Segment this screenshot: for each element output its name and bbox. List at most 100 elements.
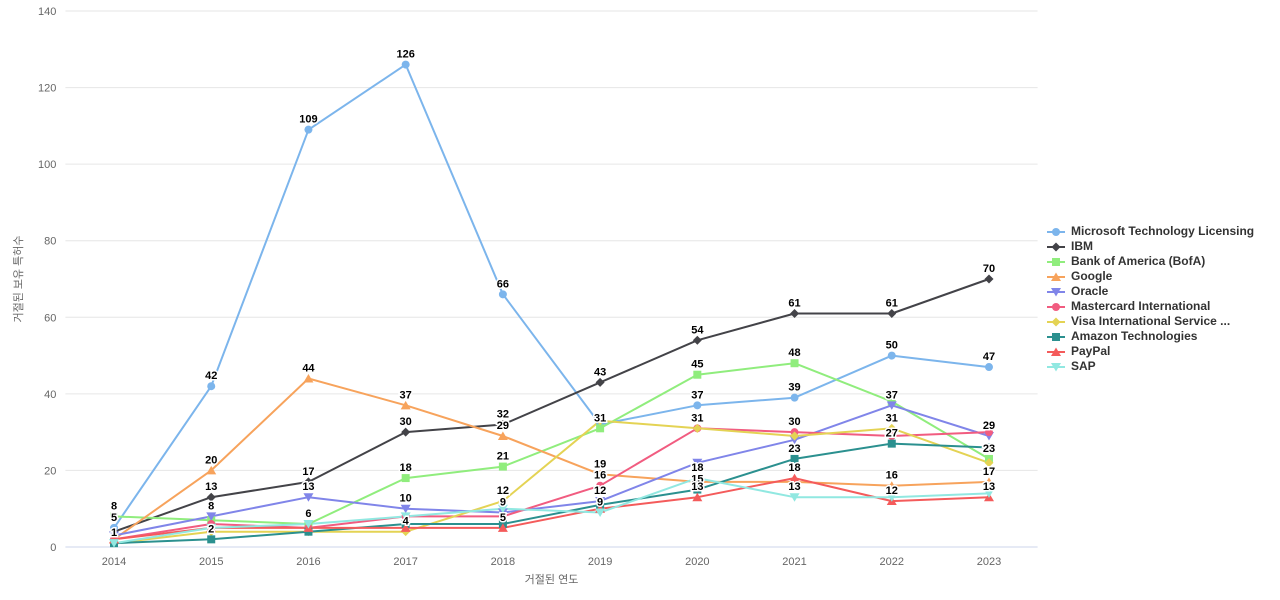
- data-point[interactable]: [400, 512, 411, 521]
- legend-item-oracle[interactable]: Oracle: [1046, 284, 1254, 299]
- series-line: [113, 477, 990, 545]
- legend-item-visa-international-service[interactable]: Visa International Service ...: [1046, 314, 1254, 329]
- data-point[interactable]: [206, 465, 217, 475]
- data-point[interactable]: [110, 512, 119, 521]
- legend-item-mastercard-international[interactable]: Mastercard International: [1046, 299, 1254, 314]
- data-point[interactable]: [790, 359, 799, 368]
- data-point[interactable]: [497, 523, 508, 532]
- data-point[interactable]: [596, 481, 605, 490]
- data-point[interactable]: [887, 351, 896, 360]
- legend-item-amazon-technologies[interactable]: Amazon Technologies: [1046, 329, 1254, 344]
- data-point[interactable]: [886, 401, 897, 410]
- data-point[interactable]: [401, 60, 410, 69]
- data-point[interactable]: [596, 424, 605, 433]
- data-label: 20: [205, 454, 217, 466]
- data-label: 42: [205, 370, 217, 382]
- data-point[interactable]: [595, 508, 606, 518]
- data-point[interactable]: [497, 504, 508, 514]
- data-point[interactable]: [790, 393, 799, 402]
- legend-item-paypal[interactable]: PayPal: [1046, 344, 1254, 359]
- legend-item-bank-of-america-bofa[interactable]: Bank of America (BofA): [1046, 254, 1254, 269]
- data-point[interactable]: [790, 308, 800, 318]
- data-point[interactable]: [303, 493, 314, 502]
- legend-label: Mastercard International: [1071, 299, 1211, 313]
- data-label: 37: [886, 389, 898, 401]
- x-tick-label: 2020: [685, 556, 709, 568]
- x-tick-label: 2019: [588, 556, 612, 568]
- data-point[interactable]: [498, 512, 507, 521]
- diamond-legend-marker-icon: [1047, 317, 1065, 326]
- data-point[interactable]: [983, 489, 994, 498]
- legend-item-google[interactable]: Google: [1046, 269, 1254, 284]
- data-point[interactable]: [400, 523, 411, 532]
- data-label: 5: [500, 512, 506, 524]
- data-point[interactable]: [498, 290, 507, 299]
- y-tick-label: 20: [44, 465, 56, 477]
- data-label: 16: [594, 470, 606, 482]
- y-tick-label: 60: [44, 312, 56, 324]
- data-point[interactable]: [595, 416, 605, 426]
- data-point[interactable]: [692, 335, 702, 345]
- data-point[interactable]: [692, 474, 703, 483]
- data-point[interactable]: [595, 469, 606, 479]
- data-label: 70: [983, 263, 995, 275]
- data-point[interactable]: [304, 125, 313, 134]
- data-point[interactable]: [984, 458, 994, 468]
- data-point[interactable]: [984, 274, 994, 284]
- legend-item-sap[interactable]: SAP: [1046, 359, 1254, 374]
- triangle-legend-marker-icon: [1047, 272, 1065, 281]
- data-point[interactable]: [789, 493, 800, 502]
- data-point[interactable]: [887, 423, 897, 433]
- data-point[interactable]: [206, 512, 217, 521]
- data-point[interactable]: [693, 485, 702, 494]
- data-point[interactable]: [692, 458, 703, 468]
- data-point[interactable]: [693, 370, 702, 379]
- legend-item-microsoft-technology-licensing[interactable]: Microsoft Technology Licensing: [1046, 224, 1254, 239]
- data-point[interactable]: [207, 535, 216, 544]
- data-label: 18: [788, 462, 800, 474]
- data-point[interactable]: [692, 492, 703, 502]
- data-point[interactable]: [207, 382, 216, 391]
- data-label: 31: [691, 412, 703, 424]
- data-point[interactable]: [206, 523, 217, 533]
- y-tick-label: 120: [38, 83, 56, 95]
- data-label: 23: [788, 443, 800, 455]
- data-point[interactable]: [886, 481, 897, 490]
- data-point[interactable]: [498, 496, 508, 506]
- data-point[interactable]: [693, 401, 702, 410]
- data-point[interactable]: [303, 374, 314, 383]
- data-point[interactable]: [692, 423, 702, 433]
- data-point[interactable]: [887, 308, 897, 318]
- data-point[interactable]: [984, 443, 993, 452]
- data-point[interactable]: [887, 431, 896, 440]
- data-point[interactable]: [595, 377, 605, 387]
- data-point[interactable]: [109, 539, 120, 548]
- data-point[interactable]: [790, 454, 799, 463]
- data-label: 4: [403, 516, 410, 528]
- data-point[interactable]: [887, 439, 896, 448]
- data-point[interactable]: [401, 474, 410, 483]
- data-point[interactable]: [498, 462, 507, 471]
- data-point[interactable]: [498, 419, 508, 429]
- data-label: 13: [205, 481, 217, 493]
- data-point[interactable]: [789, 473, 800, 483]
- data-point[interactable]: [400, 400, 411, 410]
- data-point[interactable]: [401, 427, 411, 437]
- data-point[interactable]: [400, 504, 411, 514]
- legend-label: PayPal: [1071, 344, 1111, 358]
- data-point[interactable]: [497, 431, 508, 440]
- data-point[interactable]: [984, 428, 993, 437]
- data-label: 18: [691, 462, 703, 474]
- data-label: 45: [691, 359, 703, 371]
- data-point[interactable]: [790, 431, 800, 441]
- data-point[interactable]: [886, 493, 897, 502]
- legend-item-ibm[interactable]: IBM: [1046, 239, 1254, 254]
- circle-legend-marker-icon: [1047, 227, 1065, 236]
- x-tick-label: 2018: [491, 556, 515, 568]
- data-point[interactable]: [984, 363, 993, 372]
- data-point[interactable]: [983, 477, 994, 486]
- data-point[interactable]: [303, 477, 313, 487]
- data-point[interactable]: [206, 492, 216, 502]
- data-point[interactable]: [303, 520, 314, 529]
